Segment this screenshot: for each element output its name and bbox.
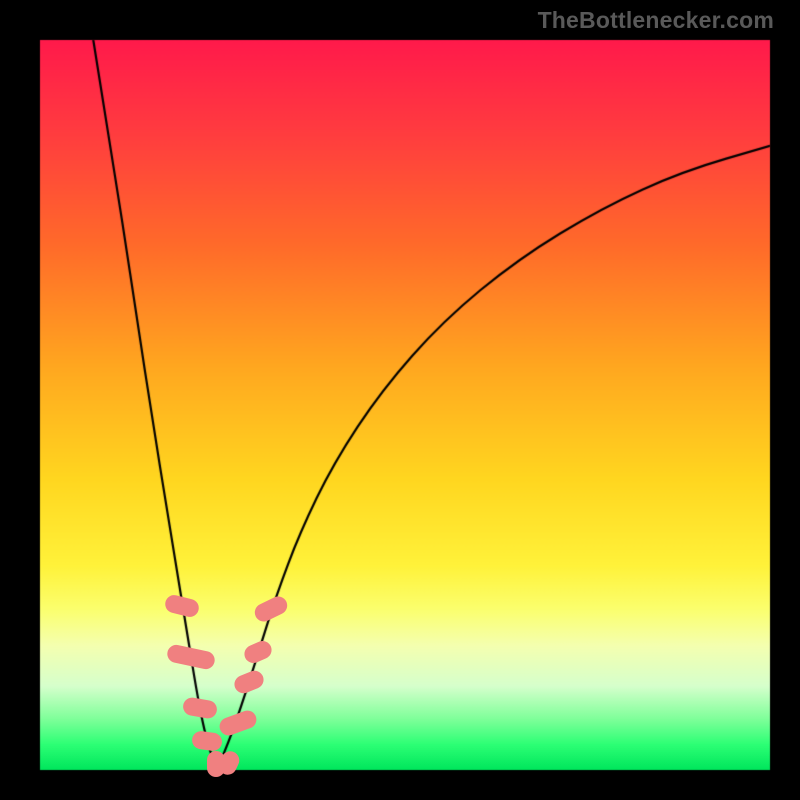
- chart-root: TheBottlenecker.com: [0, 0, 800, 800]
- bottleneck-curve: [0, 0, 800, 800]
- watermark-text: TheBottlenecker.com: [538, 7, 774, 34]
